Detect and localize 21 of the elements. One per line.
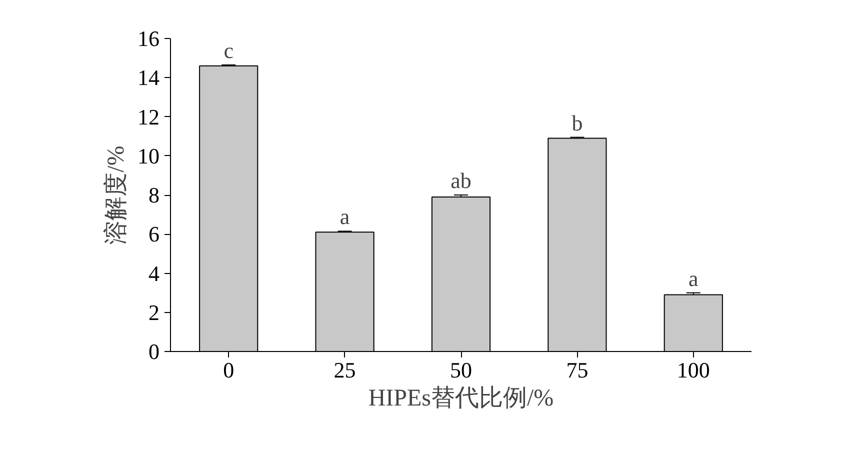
x-tick-label: 0 <box>223 358 234 382</box>
y-tick-label: 14 <box>138 65 160 90</box>
y-tick-label: 10 <box>138 143 160 168</box>
y-axis-title: 溶解度/% <box>102 146 130 244</box>
annotation: c <box>224 38 234 63</box>
y-tick-label: 0 <box>148 339 160 364</box>
y-tick-label: 4 <box>148 260 160 286</box>
y-tick-label: 6 <box>148 222 160 247</box>
x-tick-label: 75 <box>566 358 588 382</box>
y-tick-label: 8 <box>148 182 160 208</box>
x-tick-label: 100 <box>676 358 710 382</box>
y-tick-label: 16 <box>138 26 160 51</box>
y-tick-label: 2 <box>148 300 160 325</box>
y-tick-label: 12 <box>138 104 160 130</box>
x-axis-title: HIPEs替代比例/% <box>368 386 554 412</box>
annotation: ab <box>450 168 472 193</box>
annotation: a <box>340 204 350 230</box>
x-tick-label: 50 <box>450 358 472 382</box>
annotation: b <box>572 110 583 136</box>
annotation: a <box>688 266 699 291</box>
x-tick-label: 25 <box>334 358 356 382</box>
